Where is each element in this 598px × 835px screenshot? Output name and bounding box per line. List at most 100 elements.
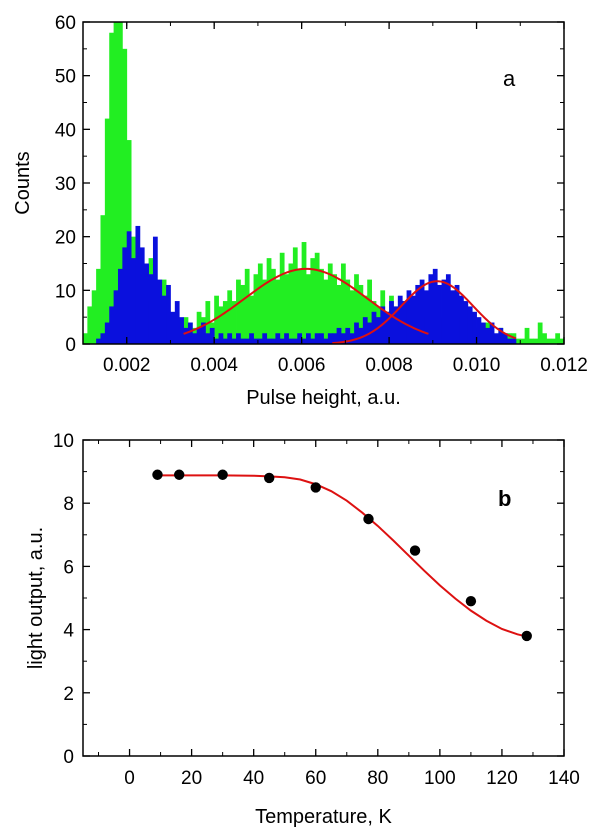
gaussian-fit-1: [332, 280, 517, 344]
histogram-bar-s1-42: [266, 338, 272, 344]
histogram-bar-s0-60: [345, 279, 351, 344]
panel-b-chart: 0 20 40 60 80 100 120 140 0 2 4 6 8 10 b Temperature,…: [25, 431, 580, 828]
histogram-bar-s1-85: [454, 284, 460, 344]
histogram-bar-s0-33: [227, 290, 233, 344]
histogram-bar-s1-44: [275, 333, 281, 344]
histogram-bar-s0-104: [537, 322, 543, 344]
histogram-bar-s1-54: [319, 333, 324, 344]
histogram-bar-s1-46: [284, 333, 289, 344]
panel-b-xtick-label-3: 60: [305, 768, 326, 789]
histogram-bar-s1-30: [214, 338, 219, 344]
histogram-bar-s0-102: [529, 338, 534, 344]
histogram-bar-s0-65: [367, 279, 372, 344]
histogram-bar-s1-93: [489, 322, 495, 344]
histogram-bar-s1-92: [485, 327, 491, 344]
panel-a-xtick-label-5: 0.012: [540, 355, 588, 376]
histogram-bar-s0-59: [340, 263, 346, 344]
histogram-bar-s1-11: [131, 258, 136, 344]
histogram-bar-s1-66: [371, 311, 377, 344]
histogram-bar-s1-22: [179, 317, 184, 344]
panel-b-ytick-label-5: 10: [53, 431, 74, 452]
data-point-4: [310, 482, 321, 493]
panel-b-xtick-label-2: 40: [243, 768, 264, 789]
histogram-bar-s1-24: [187, 322, 193, 344]
histogram-bar-s1-51: [306, 333, 311, 344]
histogram-bar-s1-8: [117, 268, 123, 344]
panel-a-ytick-label-3: 30: [55, 174, 76, 195]
histogram-bar-s0-7: [113, 22, 119, 344]
panel-a-label: a: [503, 66, 516, 91]
histogram-bar-s0-32: [222, 301, 228, 344]
panel-b-ytick-label-1: 2: [63, 684, 74, 705]
histogram-bar-s1-98: [511, 338, 517, 344]
histogram-bar-s0-101: [524, 327, 530, 344]
histogram-bar-s1-41: [262, 333, 268, 344]
histogram-bar-s0-4: [100, 215, 106, 344]
panel-b-xtick-label-0: 0: [124, 768, 135, 789]
histogram-bar-s1-28: [205, 333, 211, 344]
panel-a-ticks: 0.002 0.004 0.006 0.008 0.010 0.012 0 10 20 30 40 5…: [55, 13, 588, 376]
histogram-bar-s1-10: [126, 231, 132, 344]
histogram-bar-s1-57: [332, 333, 338, 344]
histogram-bar-s1-75: [410, 295, 416, 344]
histogram-bar-s1-90: [476, 317, 482, 344]
histogram-bar-s1-17: [157, 279, 163, 344]
histogram-bar-s1-25: [192, 333, 198, 344]
histogram-bar-s0-56: [327, 263, 333, 344]
histogram-bar-s1-7: [113, 290, 119, 344]
histogram-bar-s1-13: [139, 247, 145, 344]
histogram-bar-s1-78: [424, 290, 429, 344]
histogram-bar-s1-6: [109, 306, 115, 344]
panel-a-xtick-label-0: 0.002: [103, 355, 151, 376]
histogram-bar-s1-77: [419, 279, 425, 344]
histogram-bar-s0-6: [109, 32, 115, 344]
histogram-bar-s1-89: [472, 311, 477, 344]
histogram-bar-s1-45: [279, 338, 285, 344]
histogram-bar-s1-63: [358, 327, 364, 344]
histogram-bar-s0-45: [279, 252, 285, 344]
histogram-bar-s0-61: [349, 290, 355, 344]
histogram-bar-s0-2: [91, 290, 97, 344]
histogram-bar-s0-3: [96, 268, 101, 344]
panel-a-ytick-label-0: 0: [65, 335, 76, 356]
histogram-bar-s1-20: [170, 311, 176, 344]
histogram-bar-s1-21: [174, 301, 180, 344]
histogram-bar-s1-76: [415, 284, 421, 344]
histogram-bar-s1-72: [397, 295, 403, 344]
histogram-bar-s1-59: [340, 333, 346, 344]
histogram-bar-s1-48: [292, 338, 298, 344]
histogram-bar-s1-81: [437, 284, 442, 344]
histogram-bar-s0-51: [306, 274, 311, 344]
panel-b-ytick-label-2: 4: [63, 621, 74, 642]
histogram-bar-s1-38: [249, 333, 254, 344]
histogram-bar-s1-74: [406, 290, 412, 344]
histogram-bar-s0-9: [122, 48, 128, 344]
panel-a-chart: 0.002 0.004 0.006 0.008 0.010 0.012 0 10 20 30 40 5…: [12, 13, 588, 409]
histogram-bar-s0-40: [257, 263, 263, 344]
histogram-bar-s1-12: [135, 225, 141, 344]
data-point-3: [263, 472, 275, 484]
histogram-bar-s1-70: [389, 301, 394, 344]
histogram-bar-s0-53: [314, 252, 320, 344]
histogram-bar-s1-56: [327, 333, 333, 344]
histogram-bar-s0-8: [117, 22, 123, 344]
histogram-bar-s0-42: [266, 258, 272, 344]
histogram-bar-s0-103: [533, 338, 539, 344]
panel-b-xtick-label-4: 80: [367, 768, 388, 789]
histogram-bar-s0-58: [336, 284, 342, 344]
histogram-bar-s0-52: [310, 258, 316, 344]
histogram-bar-s1-37: [244, 338, 250, 344]
histogram-bar-s0-37: [244, 268, 250, 344]
histogram-bar-s1-33: [227, 333, 233, 344]
histogram-bar-s1-91: [480, 322, 486, 344]
histogram-bar-s1-23: [183, 327, 189, 344]
histogram-bar-s1-39: [253, 338, 259, 344]
histogram-bar-s0-39: [253, 274, 259, 344]
panel-b-xtick-label-6: 120: [486, 768, 518, 789]
data-point-7: [465, 595, 477, 607]
histogram-bar-s0-35: [236, 279, 241, 344]
histogram-bar-s0-48: [292, 247, 298, 344]
panel-b-xtick-label-1: 20: [181, 768, 202, 789]
histogram-bar-s0-41: [262, 279, 268, 344]
histogram-bar-s1-18: [161, 295, 167, 344]
